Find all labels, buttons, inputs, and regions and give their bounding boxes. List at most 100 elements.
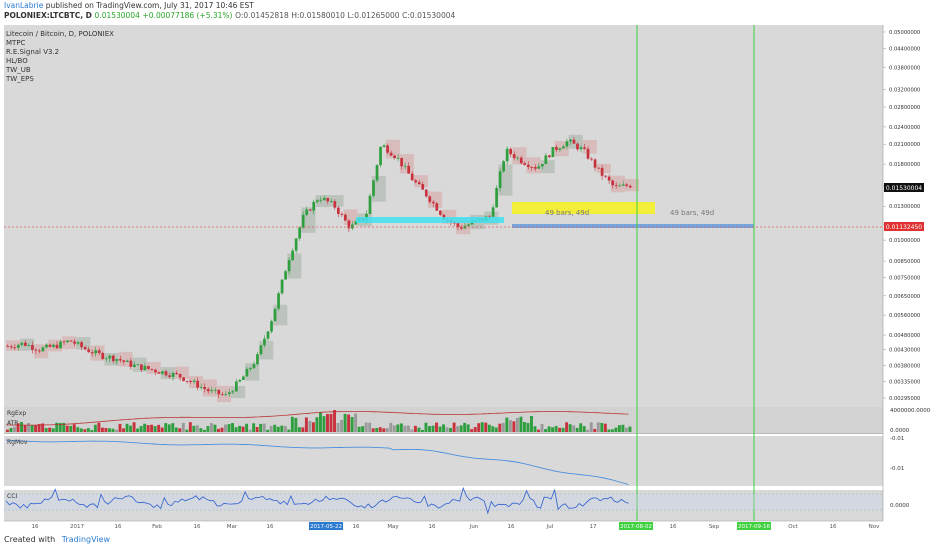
volume-bar [435,422,438,432]
indicator-2[interactable]: R.E.Signal V3.2 [6,48,60,56]
volume-bar [354,413,358,432]
range-box [146,361,161,374]
volume-bar [579,423,583,432]
range-box [540,160,555,174]
range-box [76,337,91,350]
volume-bar [315,417,319,432]
price-axis[interactable]: 0.05000000 0.04400000 0.03800000 0.03200000… [883,30,921,402]
volume-bar [262,423,266,432]
candle-body [315,200,319,202]
range-box [399,154,414,174]
candle-body [417,182,421,185]
candle-body [614,185,618,186]
volume-bar [413,425,417,432]
volume-bar [90,429,94,432]
range-box [48,339,63,352]
volume-bar [294,417,298,432]
volume-bar [322,416,326,432]
time-axis[interactable]: 16 2017 16 Feb 16 Mar 16 2017-05-22 16 May 16 Jun 16… [32,522,881,530]
candle-body [245,368,249,377]
price-tick-label: 0.02400000 [889,125,920,131]
candle-body [502,161,505,172]
footer: Created with TradingView [4,535,110,544]
price-tick-label: 0.03200000 [889,88,920,94]
volume-bar [65,425,69,432]
volume-bar [586,429,590,432]
indicator-3[interactable]: HL/BO [6,57,28,65]
price-tick-label: 0.00380000 [889,363,920,369]
volume-bar [44,427,48,432]
cci-label[interactable]: CCI [7,493,18,500]
volume-bar [565,422,569,432]
candle-body [182,377,185,381]
volume-bar [371,428,375,432]
candle-body [140,364,143,371]
volume-bar [104,427,108,432]
volume-bar [505,417,509,432]
range-box [34,344,49,359]
volume-bar [132,422,136,432]
volume-bar [420,429,424,432]
volume-bar [431,425,435,432]
rgmov-label[interactable]: RgMov [7,439,28,446]
range-box [301,207,316,233]
rgmov-pane[interactable] [4,436,883,486]
candle-body [565,141,569,147]
candle-body [509,148,513,155]
candle-body [220,394,224,396]
cci-band [4,494,883,510]
indicator-1[interactable]: MTPC [6,39,26,47]
candle-body [234,381,238,392]
indicator-4[interactable]: TW_UB [6,66,31,74]
range-box [329,195,344,207]
author-link[interactable]: IvanLabrie [4,1,44,10]
rgexp-label[interactable]: RgExp [7,410,27,417]
volume-bar [540,424,544,432]
candle-body [284,271,287,280]
time-tick-label: Nov [869,524,880,530]
candle-body [516,157,520,159]
candle-body [249,367,252,369]
candle-body [562,146,565,149]
atr-label[interactable]: ATR [7,420,19,427]
range-box [315,195,330,208]
candle-body [628,185,632,188]
volume-bar [206,426,210,432]
volume-bar [551,427,555,432]
volume-bar [417,427,421,432]
candle-body [122,360,126,362]
candle-body [379,147,382,166]
main-pane[interactable] [4,25,883,433]
volume-bar [452,422,456,432]
indicator-5[interactable]: TW_EPS [6,75,34,83]
range-box [132,357,147,372]
volume-bar [58,422,62,432]
indicator-0[interactable]: Litecoin / Bitcoin, D, POLONIEX [6,30,114,38]
tradingview-logo[interactable]: TradingView [61,535,111,544]
candle-body [421,184,425,190]
candle-body [319,199,323,201]
candle-body [111,355,115,362]
volume-bar [519,416,523,432]
candle-body [298,227,302,239]
time-tick-label: 2017 [70,524,84,530]
volume-bar [125,423,129,432]
volume-bar [512,421,516,432]
volume-bar [463,422,467,432]
time-tick-label: Oct [788,524,798,530]
time-tick-label: Jun [469,524,479,530]
volume-bar [378,427,382,432]
candle-body [41,347,45,352]
candle-body [618,185,622,187]
volume-bar [392,425,396,432]
candle-body [192,380,196,383]
chart-svg[interactable]: 0.05000000 0.04400000 0.03800000 0.03200000… [0,22,932,530]
volume-bar [544,429,547,432]
candle-body [45,344,48,348]
candle-body [414,180,418,183]
symbol-line: POLONIEX:LTCBTC, D 0.01530004 +0.0007718… [4,11,455,20]
candle-body [242,376,245,380]
volume-bar [558,427,562,432]
symbol-text[interactable]: POLONIEX:LTCBTC, D [4,11,92,20]
candle-body [301,214,305,228]
